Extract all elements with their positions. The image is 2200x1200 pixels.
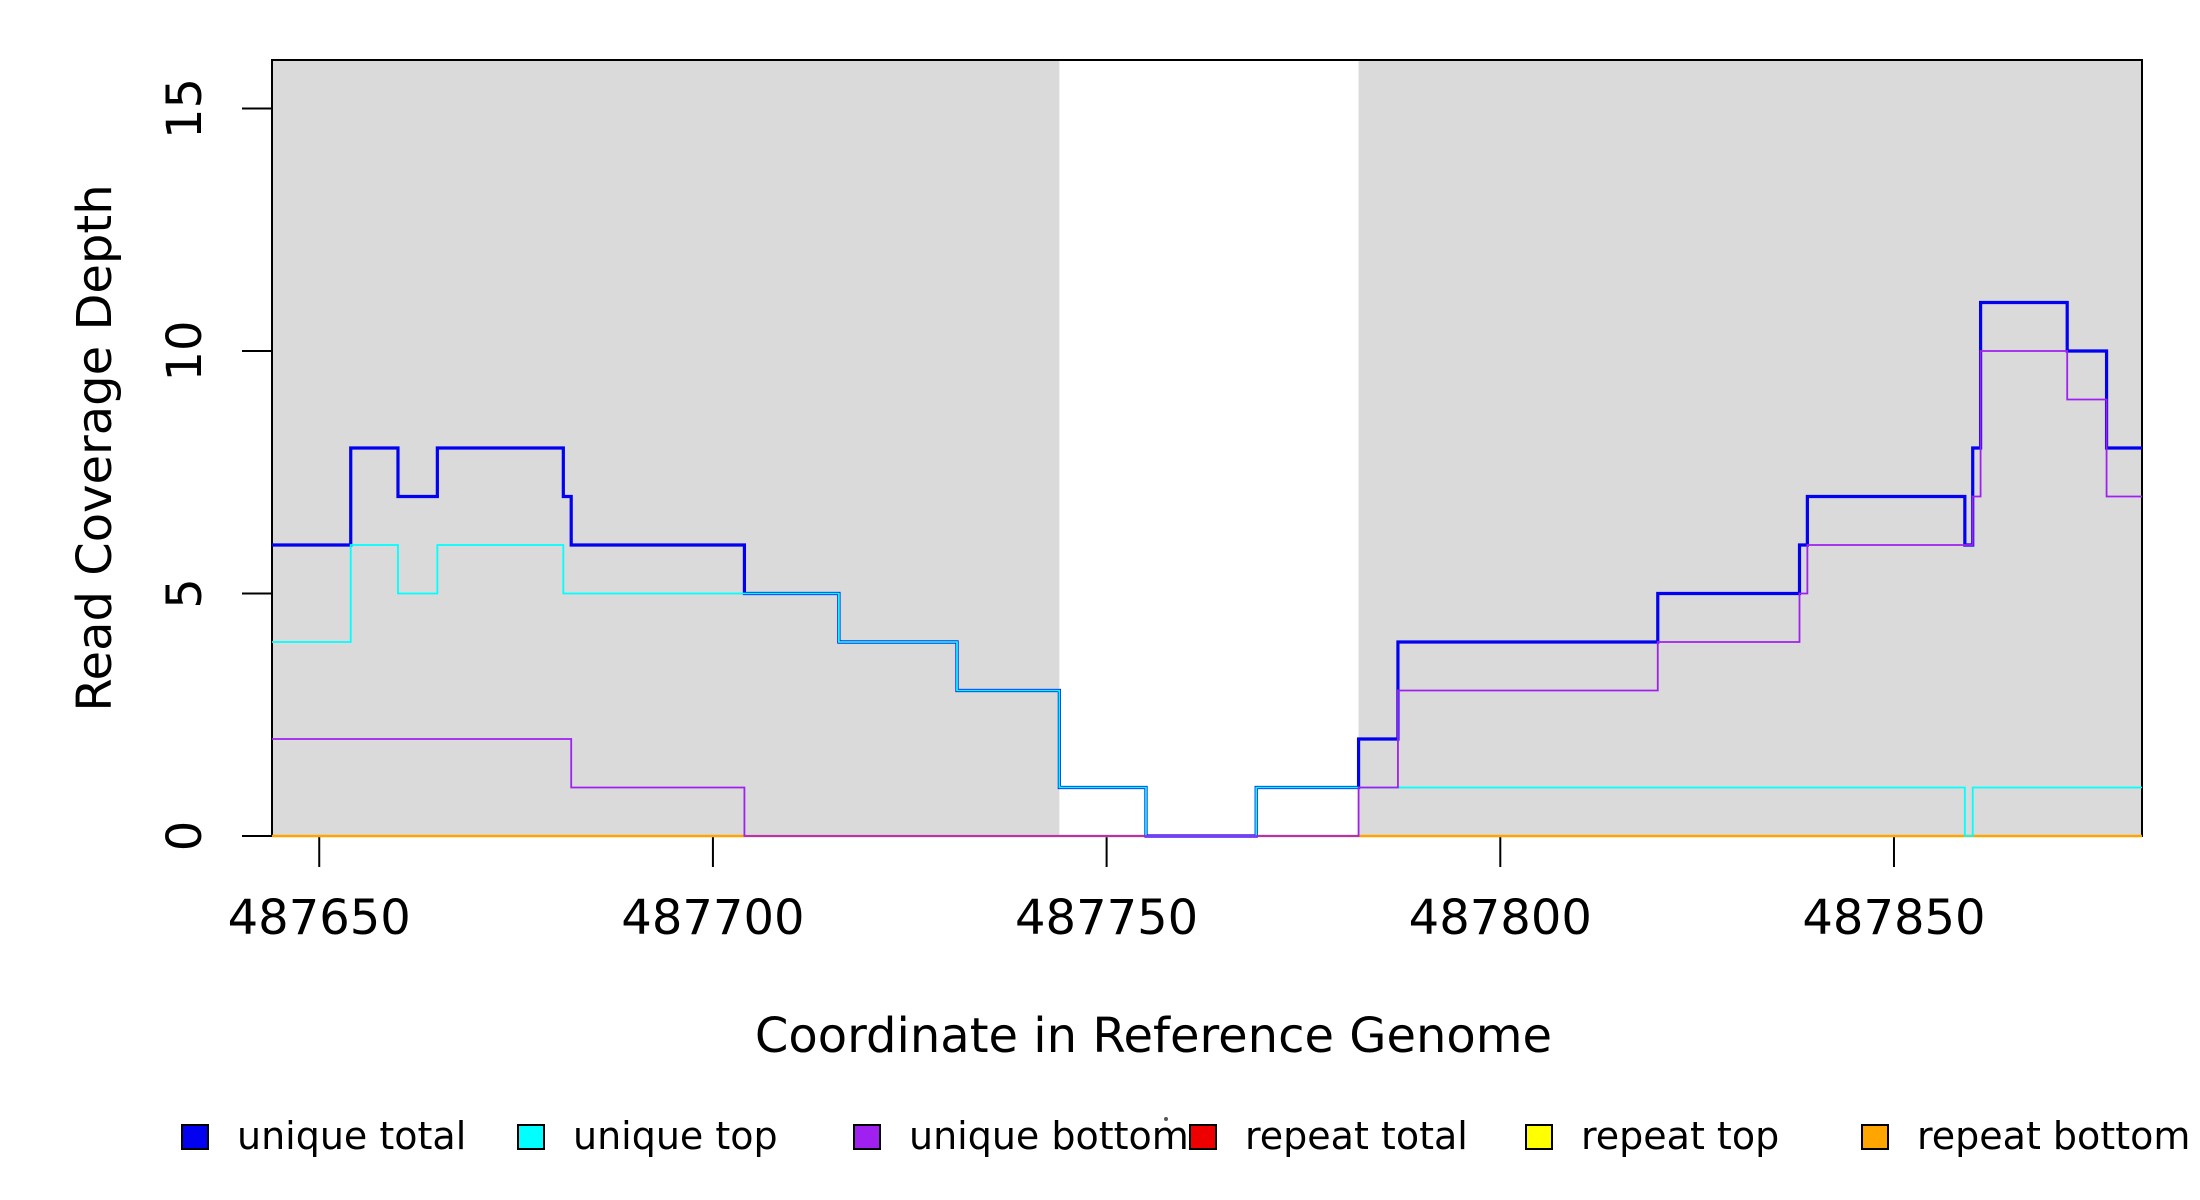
y-tick-label: 0	[157, 821, 213, 852]
legend-swatch-repeat-top	[1525, 1124, 1553, 1150]
legend-swatch-unique-top	[517, 1124, 545, 1150]
x-tick-label: 487800	[1409, 890, 1592, 946]
y-tick-label: 15	[157, 78, 213, 139]
legend-swatch-unique-bottom	[853, 1124, 881, 1150]
legend-label: unique total	[237, 1114, 467, 1158]
legend-swatch-repeat-bottom	[1861, 1124, 1889, 1150]
x-tick-label: 487700	[621, 890, 804, 946]
legend-label: unique bottom	[909, 1114, 1189, 1158]
legend-label: unique top	[573, 1114, 778, 1158]
shaded-region	[272, 60, 1060, 836]
x-tick-label: 487750	[1015, 890, 1198, 946]
legend-swatch-unique-total	[181, 1124, 209, 1150]
series-line-unique-top	[272, 544, 2142, 837]
y-axis-title: Read Coverage Depth	[67, 184, 123, 712]
stray-mark-dot	[1164, 1117, 1168, 1121]
y-tick-label: 10	[157, 320, 213, 381]
y-tick-label: 5	[157, 578, 213, 609]
legend-label: repeat top	[1581, 1114, 1780, 1158]
legend-label: repeat bottom	[1917, 1114, 2191, 1158]
legend-label: repeat total	[1245, 1114, 1468, 1158]
shaded-region	[1358, 60, 2142, 836]
series-line-unique-bottom	[272, 350, 2142, 837]
x-tick-label: 487650	[228, 890, 411, 946]
x-axis-title: Coordinate in Reference Genome	[754, 1008, 1553, 1064]
x-tick-label: 487850	[1802, 890, 1985, 946]
legend-swatch-repeat-total	[1189, 1124, 1217, 1150]
